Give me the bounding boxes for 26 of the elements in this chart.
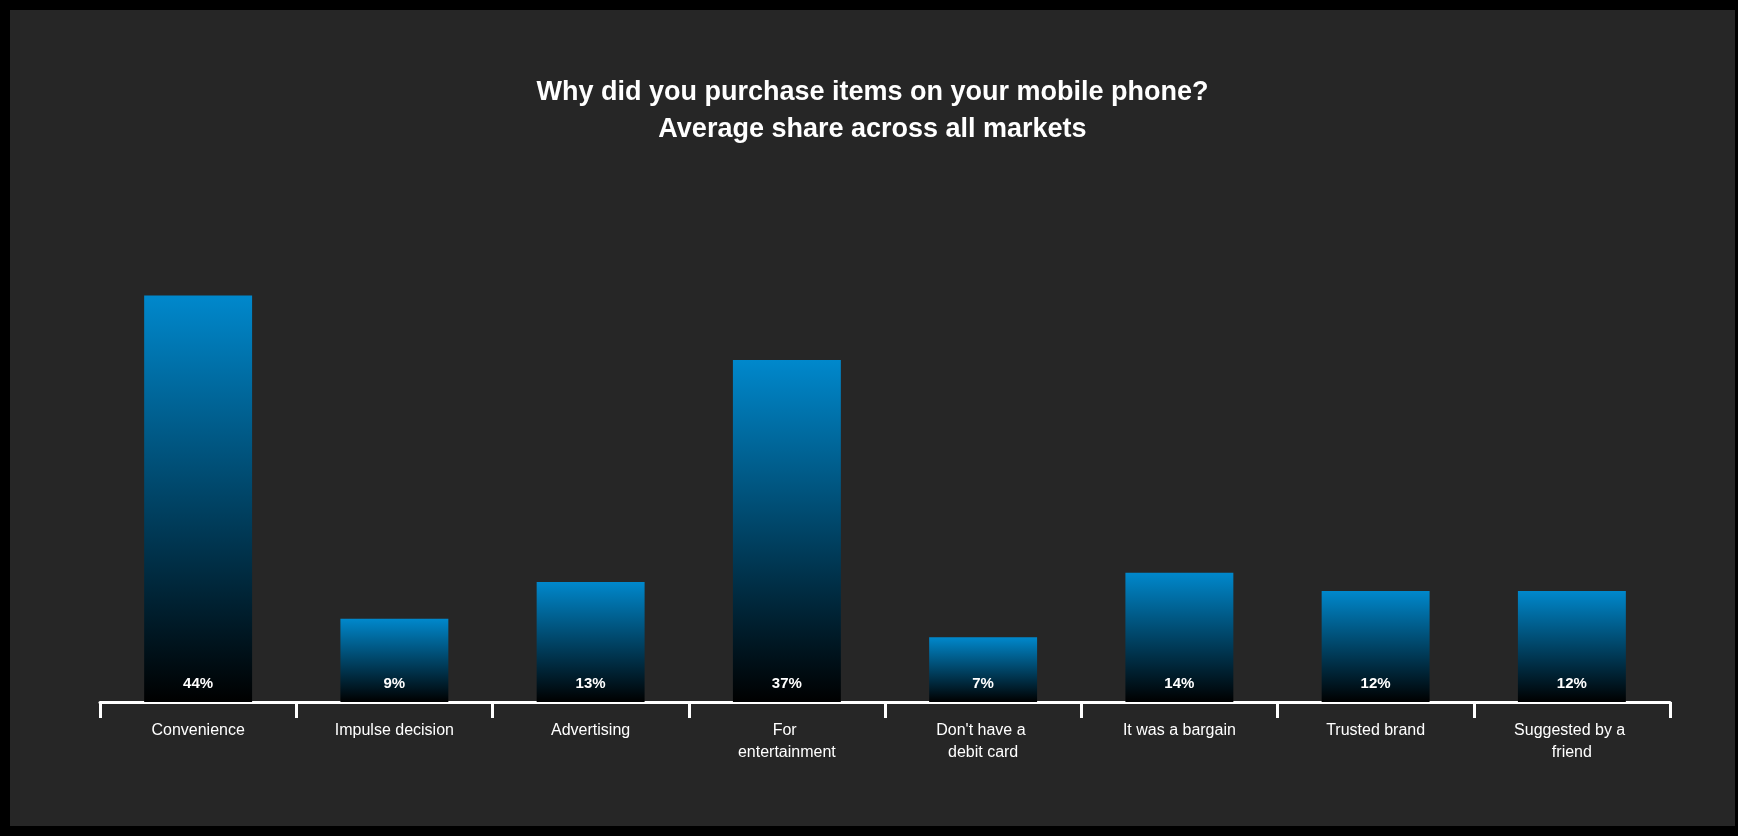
data-label: 44% <box>183 674 214 691</box>
x-tick-label: For entertainment <box>737 720 837 760</box>
x-tick-label: Don't have a debit card <box>936 720 1031 760</box>
x-tick-label: Suggested by a friend <box>1514 720 1630 760</box>
bar <box>1517 591 1626 702</box>
data-label: 12% <box>1556 674 1587 691</box>
bar <box>732 360 841 702</box>
data-label: 37% <box>771 674 802 691</box>
bar <box>929 637 1038 702</box>
data-label: 13% <box>575 674 606 691</box>
data-label: 12% <box>1360 674 1391 691</box>
x-tick-label: Advertising <box>551 720 631 738</box>
x-tick-label: Trusted brand <box>1326 720 1426 738</box>
bar <box>144 295 253 702</box>
bar <box>536 581 645 702</box>
data-label: 9% <box>383 674 406 691</box>
x-tick-label: Convenience <box>151 720 245 738</box>
chart-subtitle: Average share across all markets <box>658 112 1087 143</box>
x-tick-label: It was a bargain <box>1122 720 1236 738</box>
x-tick-label: Impulse decision <box>334 720 454 738</box>
data-label: 7% <box>972 674 994 691</box>
chart-title: Why did you purchase items on your mobile phone? <box>536 75 1209 106</box>
bar <box>1125 572 1234 702</box>
bar <box>1321 591 1430 702</box>
bar <box>340 618 449 702</box>
data-label: 14% <box>1164 674 1195 691</box>
